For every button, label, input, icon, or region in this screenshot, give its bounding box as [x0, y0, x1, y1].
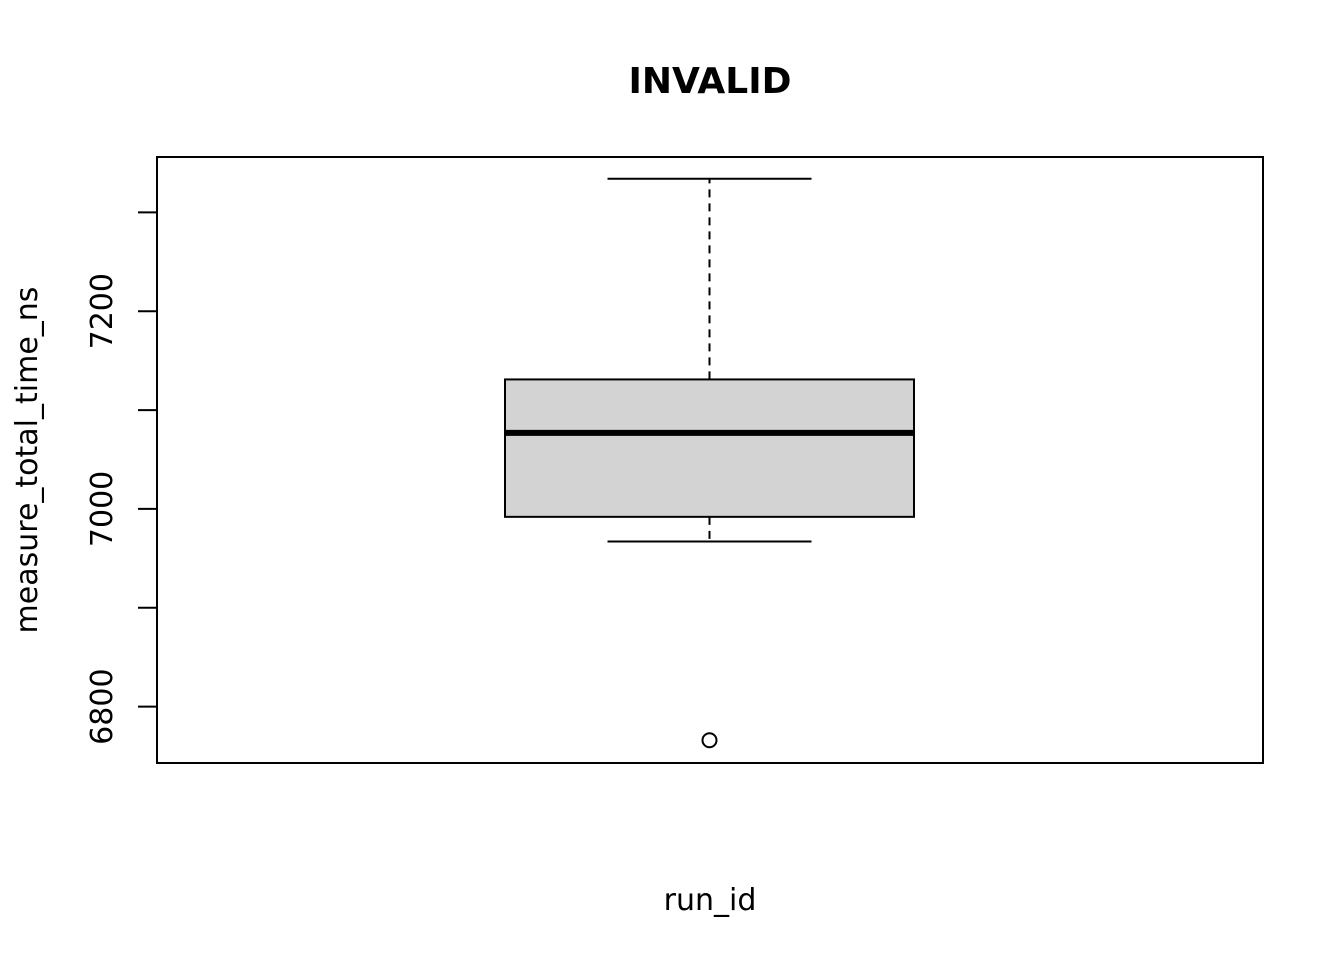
y-tick-label: 7200 — [85, 273, 120, 349]
iqr-box — [504, 378, 915, 518]
x-axis-label: run_id — [664, 883, 757, 918]
y-axis-label: measure_total_time_ns — [10, 287, 45, 634]
y-tick-label: 6800 — [85, 668, 120, 744]
y-axis: 6800 7000 7200 — [85, 211, 157, 745]
y-tick-label: 7000 — [85, 471, 120, 547]
chart-title: INVALID — [628, 61, 791, 102]
box-layer — [504, 177, 915, 749]
plot-frame — [156, 156, 1264, 764]
outlier-point — [701, 732, 718, 749]
